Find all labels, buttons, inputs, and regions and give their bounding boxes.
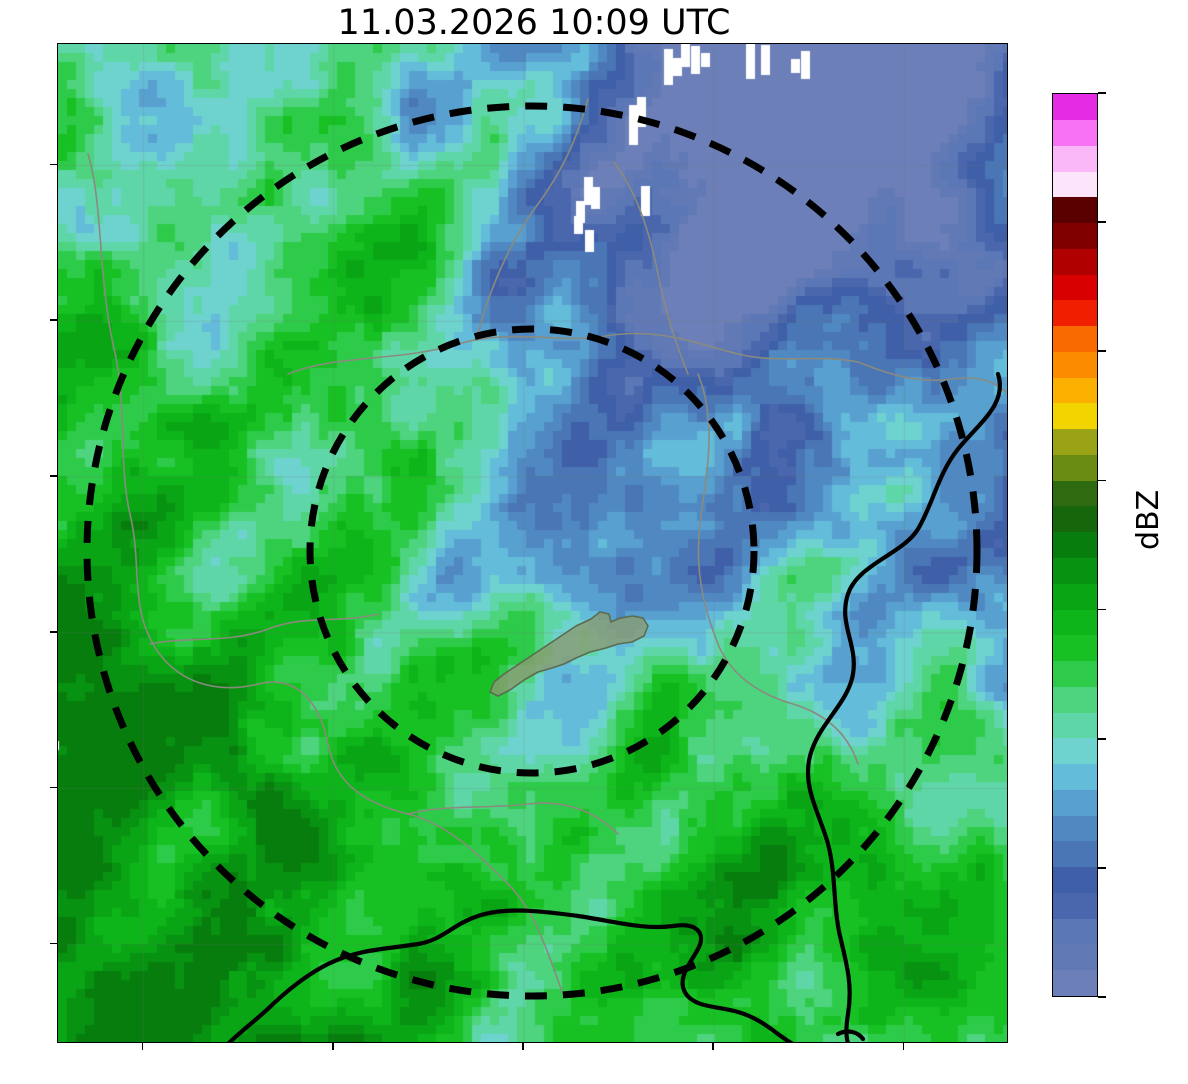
- map-overlay: [83, 98, 1007, 1042]
- colorbar-band: [1053, 789, 1097, 816]
- colorbar-band: [1053, 738, 1097, 765]
- colorbar-tick-mark: [1098, 92, 1106, 94]
- colorbar-tick-mark: [1098, 866, 1106, 869]
- national-border-south: [227, 908, 794, 1042]
- colorbar-band: [1053, 300, 1097, 327]
- admin-boundary-line: [407, 802, 619, 835]
- colorbar-band: [1053, 197, 1097, 224]
- y-axis-tick-mark: [50, 786, 57, 789]
- colorbar-band: [1053, 94, 1097, 120]
- colorbar-band: [1053, 274, 1097, 301]
- admin-boundary-line: [149, 613, 379, 645]
- colorbar: [1052, 93, 1098, 997]
- admin-boundary-line: [87, 153, 564, 995]
- colorbar-band: [1053, 145, 1097, 172]
- colorbar-tick-mark: [1098, 350, 1106, 353]
- colorbar-band: [1053, 429, 1097, 455]
- x-axis-tick-mark: [331, 1043, 334, 1050]
- y-axis-tick-mark: [50, 319, 57, 322]
- colorbar-band: [1053, 506, 1097, 533]
- y-axis-tick-mark: [50, 942, 57, 945]
- city-area-polygon: [489, 611, 649, 697]
- range-ring-16km: [83, 102, 981, 1000]
- national-border-spur: [835, 1029, 866, 1042]
- colorbar-band: [1053, 609, 1097, 636]
- page-title: 11.03.2026 10:09 UTC: [337, 3, 731, 43]
- colorbar-tick-mark: [1098, 737, 1106, 740]
- national-border-east: [805, 371, 1002, 1042]
- colorbar-band: [1053, 944, 1097, 971]
- colorbar-tick-mark: [1098, 221, 1106, 224]
- admin-boundary-line: [287, 332, 859, 375]
- admin-boundary-line: [613, 161, 689, 375]
- colorbar-band: [1053, 171, 1097, 198]
- colorbar-band: [1053, 635, 1097, 662]
- colorbar-band: [1053, 841, 1097, 868]
- colorbar-band: [1053, 326, 1097, 352]
- admin-boundary-line: [697, 373, 859, 765]
- colorbar-band: [1053, 970, 1097, 996]
- colorbar-band: [1053, 867, 1097, 893]
- radar-plot-area: [57, 43, 1008, 1043]
- colorbar-band: [1053, 403, 1097, 430]
- colorbar-axis-label: dBZ: [1131, 489, 1166, 550]
- colorbar-band: [1053, 119, 1097, 146]
- x-axis-tick-mark: [902, 1043, 905, 1050]
- colorbar-band: [1053, 918, 1097, 945]
- colorbar-band: [1053, 248, 1097, 275]
- colorbar-band: [1053, 223, 1097, 249]
- x-axis-tick-mark: [712, 1043, 714, 1050]
- y-axis-tick-mark: [50, 163, 57, 166]
- colorbar-band: [1053, 377, 1097, 404]
- colorbar-band: [1053, 454, 1097, 481]
- colorbar-band: [1053, 351, 1097, 378]
- colorbar-tick-mark: [1098, 996, 1106, 998]
- colorbar-band: [1053, 583, 1097, 610]
- colorbar-band: [1053, 892, 1097, 919]
- colorbar-band: [1053, 764, 1097, 790]
- colorbar-band: [1053, 557, 1097, 584]
- admin-boundary-line: [857, 361, 1007, 395]
- colorbar-band: [1053, 686, 1097, 713]
- y-axis-tick-mark: [50, 475, 57, 477]
- admin-boundary-line: [477, 98, 589, 335]
- y-axis-tick-mark: [50, 630, 57, 633]
- colorbar-band: [1053, 532, 1097, 558]
- colorbar-band: [1053, 480, 1097, 507]
- colorbar-tick-mark: [1098, 479, 1106, 482]
- colorbar-band: [1053, 661, 1097, 687]
- x-axis-tick-mark: [522, 1043, 524, 1050]
- colorbar-band: [1053, 712, 1097, 739]
- colorbar-tick-mark: [1098, 608, 1106, 611]
- colorbar-band: [1053, 815, 1097, 842]
- range-ring-8km: [306, 325, 758, 777]
- x-axis-tick-mark: [141, 1043, 144, 1050]
